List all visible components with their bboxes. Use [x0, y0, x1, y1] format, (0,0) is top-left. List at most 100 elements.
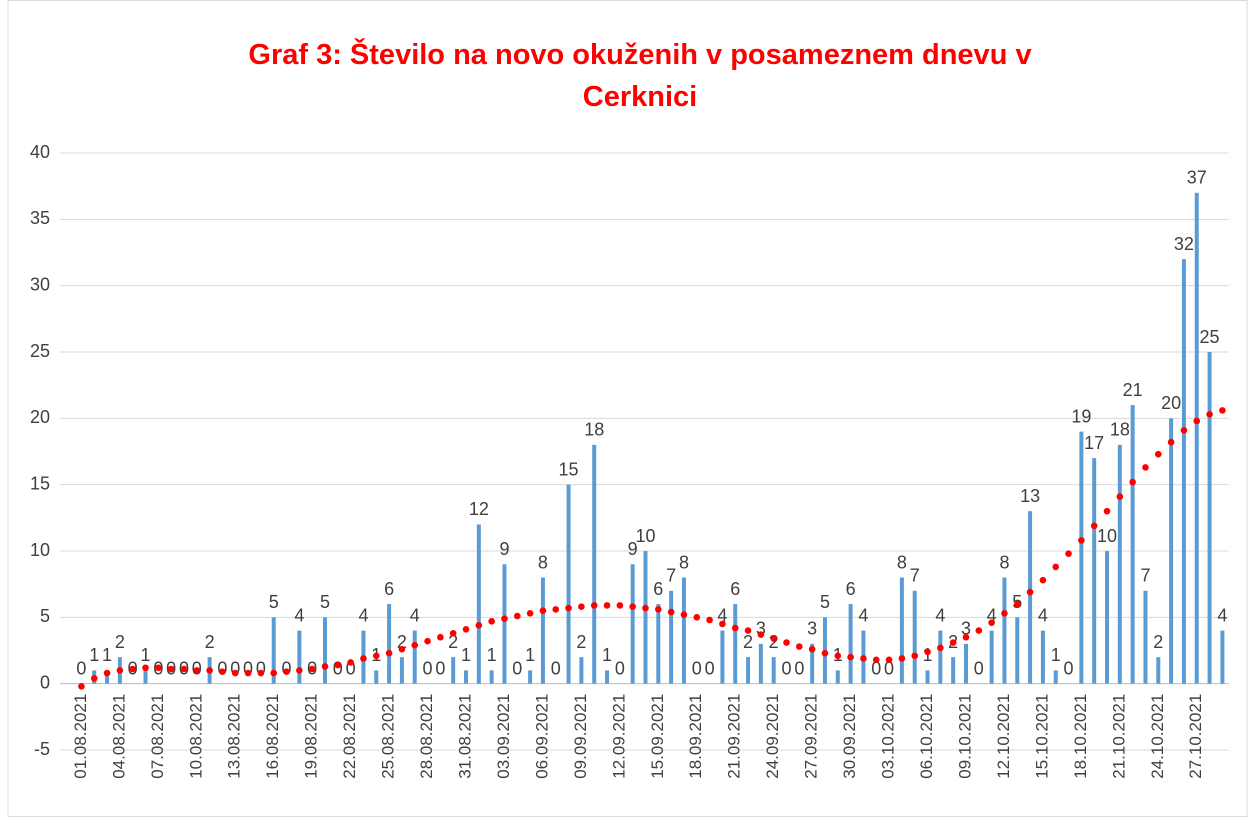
data-label: 0	[794, 658, 804, 678]
trend-dot	[321, 663, 329, 670]
bar	[1079, 431, 1084, 684]
data-label: 0	[551, 658, 561, 678]
data-label: 19	[1071, 406, 1091, 426]
trend-dot	[1013, 600, 1021, 608]
trend-dot	[1206, 411, 1213, 418]
bar	[451, 657, 456, 684]
bar	[1028, 511, 1033, 684]
y-tick-label: 35	[30, 208, 50, 228]
bar	[733, 604, 738, 684]
x-tick-label: 24.09.2021	[763, 694, 782, 779]
trend-dot	[642, 604, 649, 612]
data-label: 0	[782, 658, 792, 678]
bar	[848, 604, 853, 684]
bar	[1053, 670, 1058, 684]
x-tick-label: 16.08.2021	[263, 694, 282, 779]
x-tick-label: 03.09.2021	[494, 694, 513, 779]
trend-dot	[796, 643, 803, 650]
trend-dot	[1026, 588, 1034, 596]
bar	[502, 564, 507, 684]
trend-dot	[603, 602, 611, 609]
bar	[1169, 418, 1174, 684]
bar	[758, 643, 763, 684]
trend-dot	[988, 619, 995, 626]
trend-dot	[462, 625, 470, 633]
trend-dot	[719, 620, 726, 628]
trend-dot	[411, 641, 419, 649]
data-label: 0	[435, 658, 445, 678]
trend-dot	[90, 675, 98, 682]
trend-dot	[1142, 464, 1149, 471]
data-label: 15	[559, 459, 579, 479]
bar	[605, 670, 610, 684]
trend-dot	[180, 665, 188, 673]
data-label: 2	[769, 632, 779, 652]
bar	[951, 657, 956, 684]
bar	[1002, 577, 1007, 684]
trend-dot	[744, 627, 752, 634]
bar	[1130, 405, 1135, 684]
data-label: 6	[730, 579, 740, 599]
x-tick-label: 28.08.2021	[417, 694, 436, 779]
data-label: 0	[615, 658, 625, 678]
data-label: 9	[499, 539, 509, 559]
trend-dot	[808, 645, 816, 653]
trend-dot	[1154, 450, 1162, 458]
data-label: 2	[397, 632, 407, 652]
trend-dot	[783, 639, 790, 646]
data-label: 4	[935, 605, 945, 625]
bar	[1207, 352, 1212, 684]
x-tick-label: 15.10.2021	[1032, 694, 1051, 779]
trend-dot	[424, 637, 431, 645]
bar	[566, 484, 571, 684]
trend-dot	[231, 669, 239, 677]
trend-dot	[475, 621, 483, 629]
y-tick-label: 20	[30, 407, 50, 427]
trend-dot	[616, 602, 624, 609]
y-tick-label: 0	[40, 672, 50, 692]
x-tick-label: 24.10.2021	[1148, 694, 1167, 779]
trend-dot	[1180, 426, 1188, 434]
trend-dot	[693, 614, 701, 621]
x-tick-label: 09.10.2021	[955, 694, 974, 779]
trend-dot	[78, 683, 85, 690]
trend-dot	[347, 659, 354, 666]
data-label: 0	[230, 658, 240, 678]
x-tick-label: 27.09.2021	[802, 694, 821, 779]
bar	[810, 643, 815, 684]
y-tick-label: 5	[40, 606, 50, 626]
trend-dot	[398, 645, 406, 653]
trend-dot	[360, 655, 367, 662]
data-label: 10	[1097, 526, 1117, 546]
x-tick-label: 03.10.2021	[879, 694, 898, 779]
data-label: 2	[205, 632, 215, 652]
trend-dot	[283, 668, 290, 676]
x-tick-label: 12.10.2021	[994, 694, 1013, 779]
data-label: 2	[576, 632, 586, 652]
data-label: 1	[89, 645, 99, 665]
bar	[1194, 192, 1199, 684]
trend-dot	[1065, 550, 1072, 557]
data-label: 7	[666, 566, 676, 586]
trend-dot	[193, 667, 201, 674]
bar	[528, 670, 533, 684]
x-tick-label: 01.08.2021	[71, 694, 90, 779]
trend-dot	[872, 656, 880, 664]
bar	[835, 670, 840, 684]
bar	[771, 657, 776, 684]
trend-dot	[552, 606, 560, 613]
data-label: 1	[461, 645, 471, 665]
data-label: 4	[987, 605, 997, 625]
trend-dot	[270, 669, 278, 677]
trend-dot	[539, 607, 547, 614]
bar	[720, 630, 725, 684]
bar	[1156, 657, 1161, 684]
data-label: 4	[1217, 605, 1227, 625]
data-label: 2	[448, 632, 458, 652]
trend-dot	[1001, 610, 1008, 617]
bar	[1092, 458, 1097, 684]
trend-dot	[937, 644, 944, 652]
trend-dot	[667, 608, 675, 616]
data-label: 4	[1038, 605, 1048, 625]
trend-dot	[308, 665, 316, 673]
